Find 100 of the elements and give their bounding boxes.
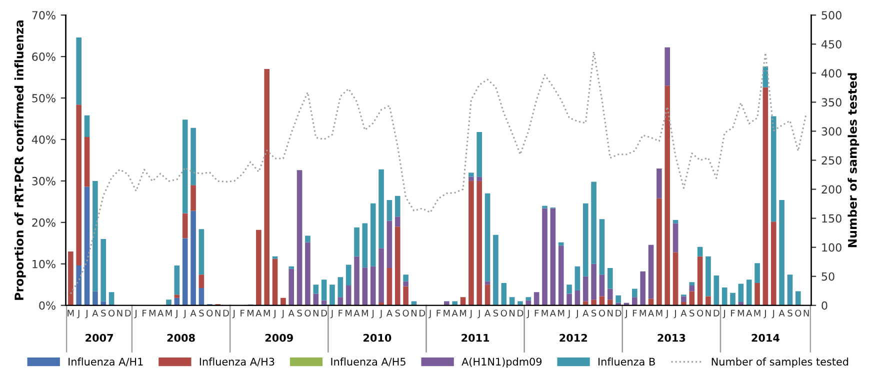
x-tick-label: M <box>754 310 760 316</box>
x-tick-label: A <box>354 310 360 316</box>
x-tick-label: F <box>142 310 146 316</box>
x-tick-label: S <box>297 310 302 317</box>
x-tick-label: A <box>778 310 785 316</box>
y-tick-label: 70% <box>32 11 56 20</box>
x-tick-label: N <box>117 310 122 316</box>
x-tick-label: D <box>321 310 328 316</box>
x-tick-label: N <box>215 310 220 316</box>
x-tick-label: S <box>199 310 204 317</box>
y-tick-label: 0% <box>39 301 56 310</box>
y-tick-label: 60% <box>32 52 56 61</box>
x-tick-label: A <box>288 310 294 316</box>
x-tick-label: J <box>666 310 668 318</box>
y2-tick-label: 300 <box>822 127 842 136</box>
x-tick-label: M <box>542 310 548 316</box>
x-tick-label: O <box>598 310 606 317</box>
x-tick-label: A <box>484 310 491 316</box>
x-tick-label: M <box>460 310 466 316</box>
x-tick-label: A <box>452 310 458 316</box>
x-tick-label: J <box>273 310 276 318</box>
x-tick-label: J <box>379 310 382 318</box>
x-tick-label: O <box>402 310 409 317</box>
x-tick-label: S <box>493 310 498 317</box>
y-tick-label: 40% <box>32 135 56 144</box>
y-tick-label: 30% <box>32 176 56 186</box>
x-tick-label: N <box>706 310 711 316</box>
x-tick-label: J <box>576 310 578 318</box>
x-tick-label: F <box>534 310 539 316</box>
x-tick-label: J <box>428 310 431 318</box>
text: 2011 <box>462 334 490 342</box>
x-tick-label: F <box>731 310 735 316</box>
text: 2014 <box>752 334 780 342</box>
legend-label: Influenza A/H3 <box>200 358 274 366</box>
x-tick-label: S <box>690 310 694 317</box>
x-tick-label: N <box>411 310 416 316</box>
x-tick-label: N <box>804 310 809 316</box>
x-tick-label: S <box>101 310 106 317</box>
x-tick-label: J <box>469 310 472 318</box>
x-tick-label: M <box>247 310 254 316</box>
x-tick-label: O <box>304 310 311 317</box>
x-tick-label: J <box>281 310 284 318</box>
y2-tick-label: 200 <box>822 185 842 194</box>
x-tick-label: S <box>395 310 400 317</box>
x-tick-label: N <box>510 310 515 316</box>
y2-tick-label: 400 <box>821 69 842 78</box>
y-tick-label: 50% <box>32 94 56 102</box>
x-tick-label: A <box>158 310 164 316</box>
x-tick-label: J <box>175 310 178 318</box>
y2-tick-label: 150 <box>822 214 842 223</box>
x-tick-label: M <box>68 310 74 316</box>
x-tick-label: J <box>624 310 627 318</box>
x-tick-label: D <box>714 310 720 316</box>
text: 2010 <box>364 334 392 342</box>
x-tick-label: D <box>125 310 131 316</box>
legend-label: Number of samples tested <box>712 358 848 368</box>
y2-tick-label: 100 <box>822 243 842 252</box>
legend-label: A(H1N1)pdm09 <box>462 358 542 368</box>
x-tick-label: M <box>558 310 564 316</box>
legend-label: Influenza A/H5 <box>331 358 406 366</box>
x-tick-label: J <box>232 310 235 318</box>
x-tick-label: O <box>108 310 115 317</box>
x-tick-label: A <box>550 310 556 316</box>
x-tick-label: N <box>313 310 318 316</box>
x-tick-label: A <box>648 310 654 316</box>
x-tick-label: J <box>764 310 766 318</box>
x-tick-label: A <box>256 310 262 316</box>
x-tick-label: O <box>500 310 507 317</box>
text: 2007 <box>86 334 113 342</box>
x-tick-label: S <box>788 310 792 317</box>
x-tick-label: M <box>346 310 352 316</box>
text: 2008 <box>167 334 195 342</box>
text: 2012 <box>560 334 587 342</box>
x-tick-label: O <box>697 310 704 317</box>
text: 2013 <box>658 334 686 342</box>
x-tick-label: M <box>149 310 156 316</box>
x-tick-label: J <box>134 310 137 318</box>
x-tick-label: J <box>371 310 374 318</box>
x-tick-label: M <box>656 310 662 316</box>
x-tick-label: A <box>746 310 752 316</box>
x-tick-label: J <box>183 310 186 318</box>
x-tick-label: A <box>386 310 392 316</box>
x-tick-label: A <box>190 310 196 316</box>
y2-tick-label: 350 <box>822 98 842 107</box>
x-tick-label: J <box>567 310 570 318</box>
x-tick-label: D <box>420 310 426 316</box>
x-tick-label: M <box>738 310 744 316</box>
x-tick-label: D <box>616 310 622 316</box>
x-tick-label: O <box>206 310 213 317</box>
x-tick-label: M <box>166 310 172 316</box>
x-tick-label: J <box>526 310 529 318</box>
x-tick-label: O <box>795 310 802 317</box>
x-tick-label: D <box>518 310 524 316</box>
y-axis-title: Proportion of rRT-PCR confirmed influenza <box>14 20 26 300</box>
x-tick-label: J <box>77 310 80 318</box>
x-tick-label: J <box>722 310 726 318</box>
legend-label: Influenza B <box>598 358 655 366</box>
x-tick-label: J <box>478 310 480 318</box>
x-tick-label: F <box>338 310 342 316</box>
x-tick-label: A <box>680 310 687 316</box>
